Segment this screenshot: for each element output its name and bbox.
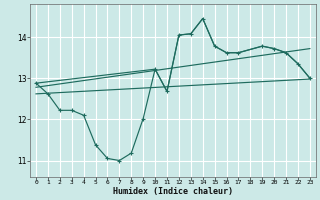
X-axis label: Humidex (Indice chaleur): Humidex (Indice chaleur) xyxy=(113,187,233,196)
